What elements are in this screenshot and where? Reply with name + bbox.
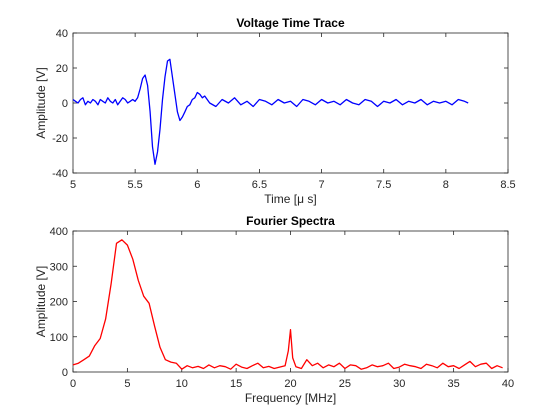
voltage-series-line	[72, 58, 469, 165]
voltage-x-tick-label: 5	[70, 179, 76, 191]
voltage-time-trace-chart: 5 5.5 6 6.5 7 7.5 8 8.5 -40 -20 0 20 40 Voltage Time …	[34, 16, 516, 206]
voltage-x-tick-label: 8.5	[500, 179, 515, 191]
voltage-y-tick-label: 0	[62, 98, 68, 110]
spectra-x-tick-label: 5	[124, 378, 130, 390]
voltage-x-tick-label: 6	[194, 179, 200, 191]
spectra-x-tick-label: 35	[448, 378, 460, 390]
voltage-axes-box	[72, 32, 509, 174]
voltage-y-tick-label: 40	[56, 28, 68, 40]
voltage-x-axis-label: Time [μ s]	[264, 192, 316, 206]
voltage-x-tick-label: 5.5	[127, 179, 142, 191]
spectra-series-line	[72, 239, 503, 370]
spectra-y-tick-label: 400	[50, 226, 68, 238]
voltage-y-tick-label: -40	[52, 168, 68, 180]
voltage-y-tick-label: -20	[52, 133, 68, 145]
spectra-x-tick-label: 10	[176, 378, 188, 390]
spectra-y-tick-label: 0	[62, 367, 68, 379]
spectra-chart-title: Fourier Spectra	[246, 214, 335, 228]
spectra-x-tick-label: 20	[284, 378, 296, 390]
spectra-x-tick-label: 0	[70, 378, 76, 390]
spectra-x-tick-label: 25	[339, 378, 351, 390]
spectra-x-axis-label: Frequency [MHz]	[245, 391, 336, 405]
voltage-y-tick-label: 20	[56, 63, 68, 75]
spectra-y-tick-label: 300	[50, 261, 68, 273]
spectra-y-tick-label: 200	[50, 297, 68, 309]
spectra-axes-box	[72, 230, 509, 373]
voltage-chart-title: Voltage Time Trace	[236, 16, 345, 30]
voltage-x-tick-label: 7	[319, 179, 325, 191]
voltage-x-tick-label: 7.5	[376, 179, 391, 191]
spectra-x-tick-label: 30	[393, 378, 405, 390]
voltage-x-tick-label: 8	[443, 179, 449, 191]
voltage-y-axis-label: Amplitude [V]	[34, 67, 48, 138]
spectra-x-tick-label: 40	[502, 378, 514, 390]
spectra-y-tick-label: 100	[50, 332, 68, 344]
spectra-x-tick-label: 15	[230, 378, 242, 390]
spectra-y-axis-label: Amplitude [V]	[34, 266, 48, 337]
voltage-x-tick-label: 6.5	[252, 179, 267, 191]
